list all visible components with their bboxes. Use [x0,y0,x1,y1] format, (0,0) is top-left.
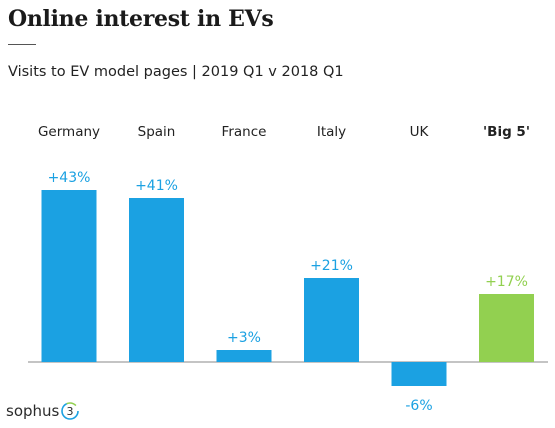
value-label: +21% [310,258,353,274]
title-divider [8,44,36,45]
bar [479,294,534,362]
value-label: +17% [485,274,528,290]
bar [304,278,359,362]
value-label: +3% [227,330,261,346]
bar [216,350,272,362]
chart-subtitle: Visits to EV model pages | 2019 Q1 v 201… [8,64,344,80]
category-label: Germany [38,124,100,140]
value-label: -6% [405,398,432,414]
bar [129,198,184,362]
chart-title: Online interest in EVs [8,6,274,32]
category-label: Italy [317,124,346,140]
value-label: +41% [135,178,178,194]
category-label: France [222,124,267,140]
logo-text: sophus [6,402,60,420]
logo-mark-icon: 3 [61,402,80,420]
category-label: UK [410,124,430,140]
bar [391,362,447,386]
sophus3-logo: sophus 3 [6,400,80,422]
logo-mark-text: 3 [67,405,74,418]
value-label: +43% [48,170,91,186]
category-label: Spain [138,124,176,140]
category-label: 'Big 5' [483,124,530,140]
bar [41,190,97,362]
